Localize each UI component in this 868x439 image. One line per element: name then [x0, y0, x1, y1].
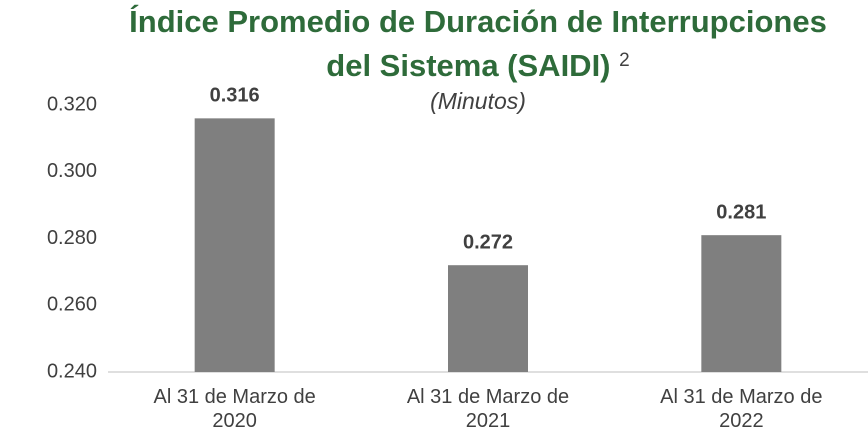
bar [701, 235, 782, 372]
y-tick-label: 0.320 [47, 93, 97, 115]
x-tick-label: Al 31 de Marzo de 2020 [153, 386, 316, 432]
chart-title: Índice Promedio de Duración de Interrupc… [129, 4, 827, 83]
data-label: 0.281 [716, 201, 766, 223]
data-label: 0.272 [463, 231, 513, 253]
y-tick-label: 0.240 [47, 360, 97, 382]
chart-subtitle: (Minutos) [430, 88, 526, 114]
x-tick-label: Al 31 de Marzo de 2022 [660, 386, 823, 432]
title-note: 2 [619, 50, 630, 71]
chart-title-block: Índice Promedio de Duración de Interrupc… [110, 2, 846, 85]
bar [194, 118, 275, 372]
data-label: 0.316 [210, 85, 260, 107]
bar [448, 265, 528, 372]
y-tick-label: 0.260 [47, 294, 97, 316]
y-tick-label: 0.280 [47, 227, 97, 249]
x-tick-label: Al 31 de Marzo de 2021 [406, 386, 570, 432]
y-tick-label: 0.300 [47, 160, 97, 182]
